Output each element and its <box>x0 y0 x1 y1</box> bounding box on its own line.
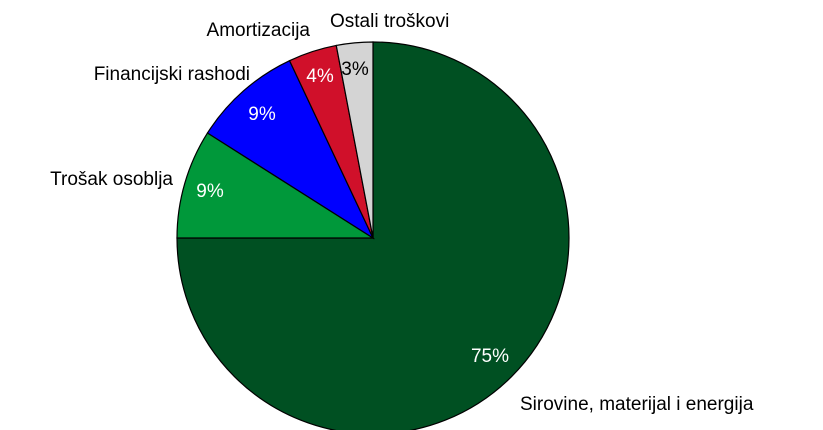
pie-slice <box>206 59 375 240</box>
slice-value-label: 75% <box>471 346 509 367</box>
slice-category-label: Ostali troškovi <box>330 11 449 32</box>
slice-category-label: Trošak osoblja <box>50 169 173 190</box>
pie-slice <box>176 132 376 239</box>
slice-value-label: 9% <box>196 181 224 202</box>
slice-value-label: 3% <box>341 59 369 80</box>
pie-slice <box>335 41 374 239</box>
slice-value-label: 9% <box>248 104 276 125</box>
slice-category-label: Sirovine, materijal i energija <box>520 394 754 415</box>
pie-slice <box>176 41 570 430</box>
slice-category-label: Financijski rashodi <box>94 64 250 85</box>
slice-category-label: Amortizacija <box>207 20 311 41</box>
slice-value-label: 4% <box>306 66 334 87</box>
